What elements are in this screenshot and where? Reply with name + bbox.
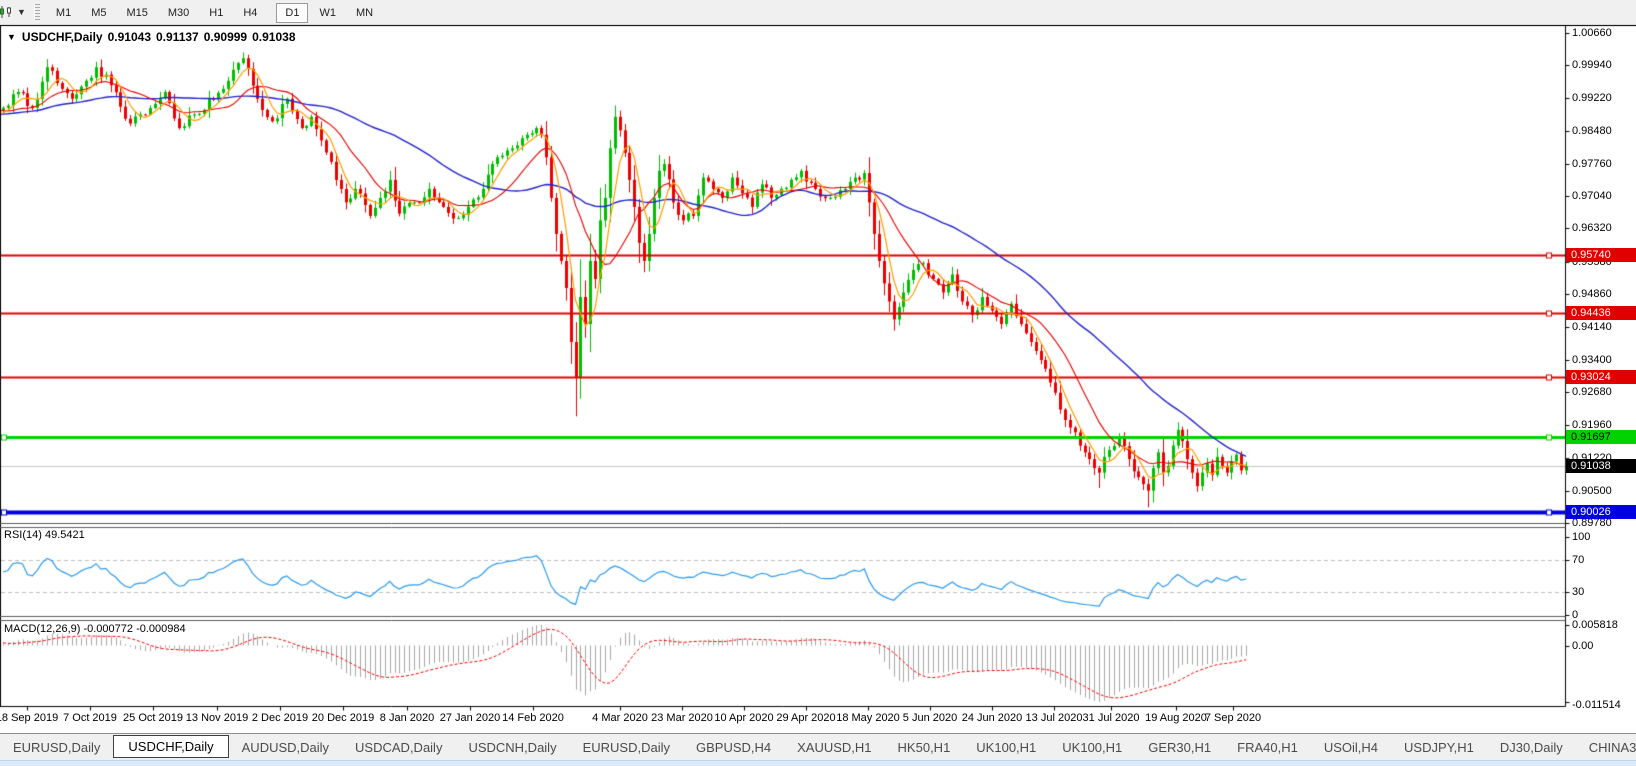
rsi-axis-label: 30 (1572, 585, 1585, 598)
chart-objects-icon[interactable] (0, 4, 16, 20)
rsi-indicator-label: RSI(14) 49.5421 (4, 529, 85, 541)
level-price-badge: 0.94436 (1566, 306, 1636, 321)
date-axis-label: 14 Feb 2020 (502, 712, 564, 724)
price-axis-label: 0.91960 (1572, 418, 1612, 431)
date-axis-label: 7 Oct 2019 (63, 712, 117, 724)
date-axis-label: 31 Jul 2020 (1082, 712, 1140, 724)
timeframe-button-d1[interactable]: D1 (276, 3, 309, 23)
price-axis-label: 0.89780 (1572, 517, 1612, 530)
price-axis-label: 0.99220 (1572, 91, 1612, 104)
rsi-axis-label: 0 (1572, 609, 1579, 621)
timeframe-button-h4[interactable]: H4 (243, 7, 258, 19)
date-axis-label: 27 Jan 2020 (439, 712, 501, 724)
price-axis-label: 0.98480 (1572, 125, 1612, 138)
chart-tab-eurusd-daily[interactable]: EURUSD,Daily (13, 739, 101, 755)
date-axis-label: 7 Sep 2020 (1204, 712, 1262, 724)
price-axis-label: 0.94860 (1572, 288, 1612, 301)
chart-tab-hk50-h1[interactable]: HK50,H1 (897, 739, 951, 755)
timeframe-buttons: M1 M5 M15 M30 H1 H4 D1 W1 MN (46, 3, 383, 23)
price-axis-label: 0.94140 (1572, 320, 1612, 333)
chart-tab-usoil-h4[interactable]: USOil,H4 (1323, 739, 1379, 755)
top-toolbar: ▼ M1 M5 M15 M30 H1 H4 D1 W1 MN (0, 0, 1636, 25)
chart-tab-ger30-h1[interactable]: GER30,H1 (1148, 739, 1212, 755)
collapse-triangle-icon[interactable]: ▼ (7, 32, 16, 42)
low-value: 0.90999 (203, 30, 248, 44)
timeframe-button-m30[interactable]: M30 (167, 7, 190, 19)
chart-tab-usdchf-daily[interactable]: USDCHF,Daily (113, 735, 229, 758)
chart-tab-uk100-h1[interactable]: UK100,H1 (1062, 739, 1123, 755)
date-axis-label: 20 Dec 2019 (311, 712, 375, 724)
date-axis-label: 8 Jan 2020 (379, 712, 435, 724)
open-value: 0.91043 (107, 30, 151, 44)
rsi-axis-label: 70 (1572, 554, 1585, 567)
timeframe-button-m5[interactable]: M5 (91, 7, 107, 19)
price-chart-canvas[interactable] (0, 25, 1636, 733)
date-axis-label: 13 Jul 2020 (1025, 712, 1083, 724)
level-price-badge: 0.91697 (1566, 429, 1636, 444)
date-axis-label: 18 Sep 2019 (0, 712, 59, 724)
chart-tab-uk100-h1[interactable]: UK100,H1 (976, 739, 1037, 755)
timeframe-button-w1[interactable]: W1 (319, 7, 336, 19)
price-axis-label: 0.96320 (1572, 222, 1612, 235)
date-axis-label: 10 Apr 2020 (714, 712, 774, 724)
chart-window: ▼ USDCHF,Daily 0.91043 0.91137 0.90999 0.9103… (0, 25, 1636, 733)
high-value: 0.91137 (156, 30, 199, 44)
timeframe-button-m15[interactable]: M15 (126, 7, 148, 19)
timeframe-button-h1[interactable]: H1 (209, 7, 224, 19)
date-axis-label: 13 Nov 2019 (185, 712, 249, 724)
date-axis-label: 25 Oct 2019 (123, 712, 183, 724)
macd-axis-label: 0.00 (1572, 639, 1594, 652)
price-axis-label: 0.97760 (1572, 157, 1612, 170)
date-axis-label: 4 Mar 2020 (592, 712, 648, 724)
date-axis-label: 2 Dec 2019 (251, 712, 309, 724)
chart-tab-fra40-h1[interactable]: FRA40,H1 (1237, 739, 1298, 755)
chart-tab-china300-h1[interactable]: CHINA300,H1 (1588, 739, 1636, 755)
macd-axis-label: -0.011514 (1572, 699, 1621, 711)
price-axis-label: 0.99940 (1572, 59, 1612, 72)
chart-tab-eurusd-daily[interactable]: EURUSD,Daily (582, 739, 670, 755)
chart-tab-usdcad-daily[interactable]: USDCAD,Daily (355, 739, 443, 755)
price-axis-label: 1.00660 (1572, 27, 1612, 39)
chart-title: ▼ USDCHF,Daily 0.91043 0.91137 0.90999 0.9103… (7, 30, 301, 44)
date-axis-label: 23 Mar 2020 (651, 712, 713, 724)
status-strip (0, 760, 1636, 766)
chart-tab-usdcnh-daily[interactable]: USDCNH,Daily (468, 739, 557, 755)
price-axis-label: 0.92680 (1572, 386, 1612, 399)
level-price-badge: 0.90026 (1566, 505, 1636, 519)
price-axis-label: 0.97040 (1572, 190, 1612, 203)
timeframe-button-m1[interactable]: M1 (55, 7, 72, 19)
chart-tab-dj30-daily[interactable]: DJ30,Daily (1499, 739, 1563, 755)
timeframe-button-mn[interactable]: MN (355, 7, 374, 19)
macd-indicator-label: MACD(12,26,9) -0.000772 -0.000984 (4, 623, 186, 635)
macd-axis-label: 0.005818 (1572, 619, 1618, 631)
date-axis-label: 29 Apr 2020 (776, 712, 836, 724)
close-value: 0.91038 (252, 30, 296, 44)
current-price-badge: 0.91038 (1566, 459, 1636, 474)
price-axis-label: 0.93400 (1572, 354, 1612, 367)
chart-tab-xauusd-h1[interactable]: XAUUSD,H1 (797, 739, 872, 755)
chart-tab-audusd-daily[interactable]: AUDUSD,Daily (241, 739, 330, 755)
rsi-axis-label: 100 (1572, 531, 1591, 543)
chart-tab-gbpusd-h4[interactable]: GBPUSD,H4 (695, 739, 772, 755)
level-price-badge: 0.93024 (1566, 369, 1636, 384)
level-price-badge: 0.95740 (1566, 247, 1636, 262)
symbol-period-label: USDCHF,Daily (21, 30, 103, 44)
date-axis-label: 19 Aug 2020 (1145, 712, 1207, 724)
chart-tabs-bar: EURUSD,Daily USDCHF,Daily AUDUSD,Daily USDC… (0, 733, 1636, 760)
chart-type-dropdown-icon[interactable]: ▼ (17, 7, 26, 17)
toolbar-grip[interactable] (33, 4, 40, 20)
date-axis-label: 18 May 2020 (836, 712, 900, 724)
price-axis-label: 0.90500 (1572, 484, 1612, 497)
date-axis-label: 24 Jun 2020 (961, 712, 1023, 724)
date-axis-label: 5 Jun 2020 (902, 712, 958, 724)
chart-tab-usdjpy-h1[interactable]: USDJPY,H1 (1404, 739, 1474, 755)
